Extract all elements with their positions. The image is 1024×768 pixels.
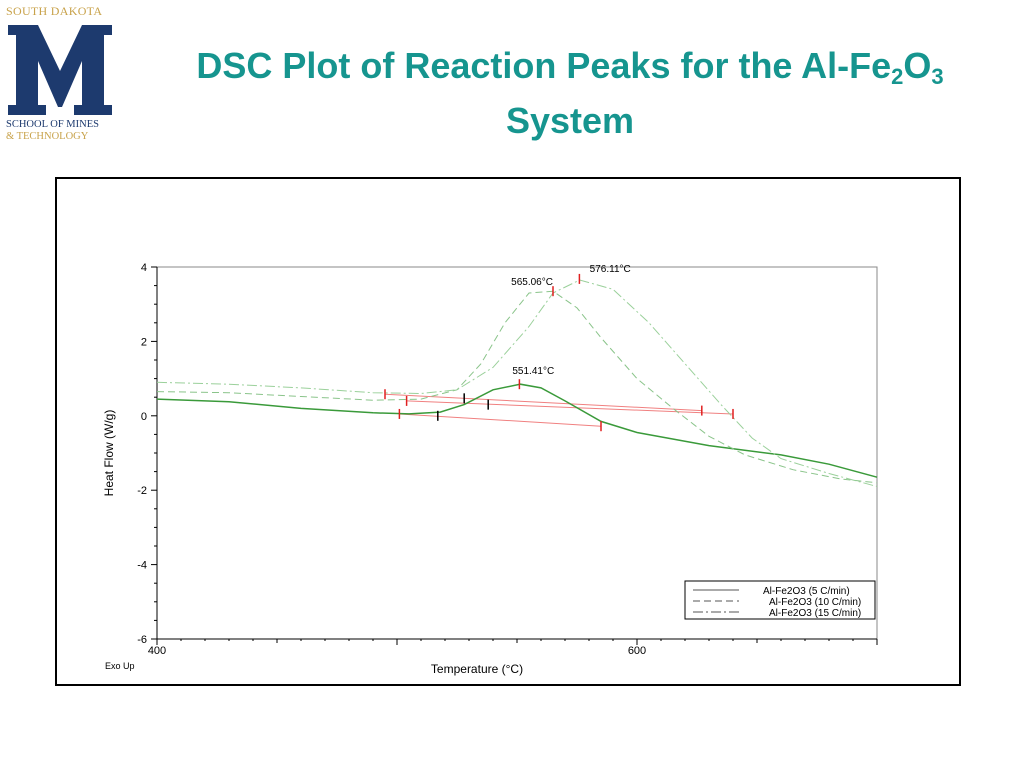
legend-entry: Al-Fe2O3 (15 C/min) [769,608,861,619]
title-sub2: 3 [931,64,944,89]
x-axis-label: Temperature (°C) [431,662,523,676]
y-tick-label: 2 [141,336,147,348]
integration-baseline [406,400,734,415]
integration-baseline [384,393,702,412]
y-axis-label: Heat Flow (W/g) [102,410,116,497]
title-part1: DSC Plot of Reaction Peaks for the Al-Fe [196,45,892,86]
x-tick-label: 600 [628,645,646,657]
y-tick-label: 0 [141,411,147,423]
school-logo: SOUTH DAKOTA SCHOOL OF MINES & TECHNOLOG… [6,4,118,154]
peak-label: 565.06°C [511,277,553,288]
peak-label: 551.41°C [512,366,554,377]
title-sub1: 2 [891,64,904,89]
series-line [156,279,878,487]
peak-label: 576.11°C [590,264,631,275]
y-tick-label: -2 [137,485,147,497]
integration-baseline [399,413,602,427]
legend-box [684,580,876,620]
exo-up-label: Exo Up [105,661,135,671]
y-tick-label: -6 [137,634,147,646]
logo-m-icon [8,25,112,115]
legend-entry: Al-Fe2O3 (10 C/min) [769,597,861,608]
title-part2: O [903,45,932,86]
legend-entry: Al-Fe2O3 (5 C/min) [763,586,850,597]
title-line2: System [505,100,635,141]
logo-line2: & TECHNOLOGY [6,131,89,142]
y-tick-label: 4 [141,262,147,274]
chart-frame: 4 2 0 -2 -4 -6 400 600 Temperature (°C) Heat Flow… [55,177,961,686]
logo-line1: SCHOOL OF MINES [6,119,99,130]
page-title: DSC Plot of Reaction Peaks for the Al-Fe… [130,44,1010,143]
x-tick-label: 400 [148,645,166,657]
y-tick-label: -4 [137,560,147,572]
series-line [156,383,878,478]
logo-top-text: SOUTH DAKOTA [6,4,103,18]
